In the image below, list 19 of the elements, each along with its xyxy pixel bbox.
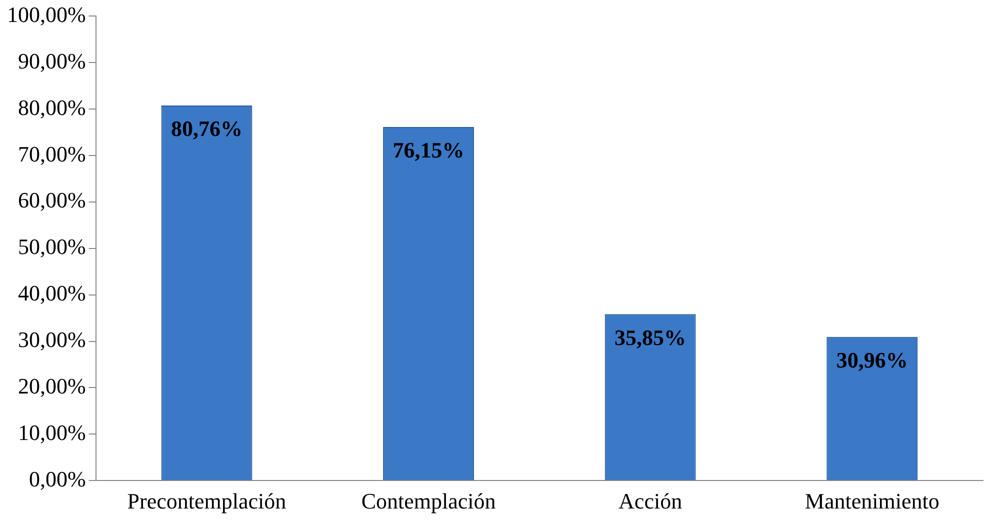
data-label: 35,85% [614,324,686,350]
y-tick-label: 0,00% [29,466,86,492]
data-label: 80,76% [170,116,242,142]
data-label: 76,15% [392,138,464,163]
y-tick-label: 60,00% [18,188,86,213]
data-label: 30,96% [836,348,908,373]
y-tick-label: 70,00% [18,141,86,166]
y-tick-label: 80,00% [18,94,86,120]
y-tick-label: 30,00% [18,327,86,352]
y-tick-label: 50,00% [18,234,86,260]
x-tick-label: Precontemplación [127,488,286,514]
y-tick-label: 40,00% [18,280,86,306]
y-tick-label: 20,00% [18,374,86,398]
y-tick-label: 10,00% [18,420,86,445]
x-tick-label: Contemplación [361,488,496,514]
x-tick-label: Mantenimiento [804,488,940,514]
y-tick-label: 90,00% [18,48,86,74]
x-tick-label: Acción [618,488,682,514]
y-tick-label: 100,00% [7,2,86,27]
